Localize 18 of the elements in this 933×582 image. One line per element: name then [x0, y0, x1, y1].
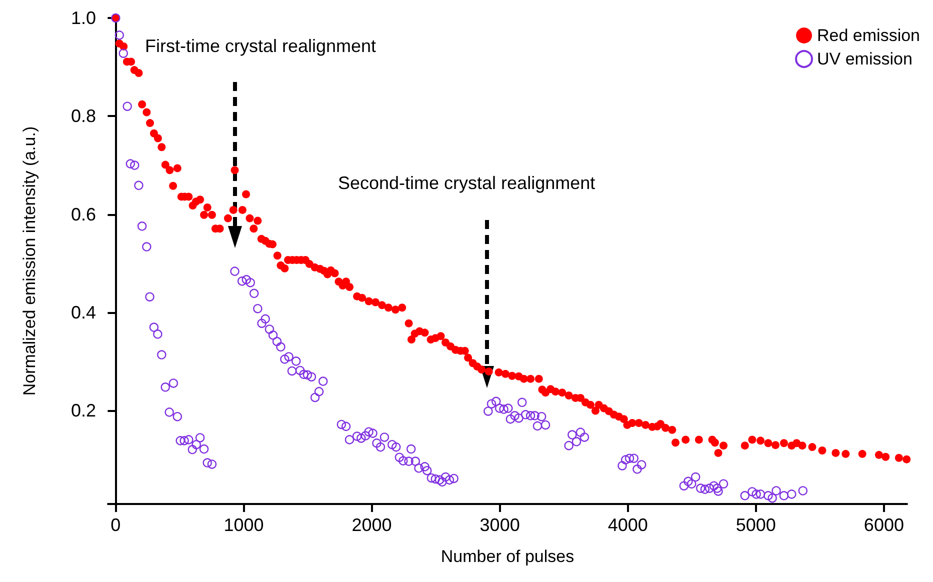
y-tick-label: 0.4: [70, 302, 96, 323]
x-tick-label: 0: [110, 515, 121, 535]
x-tick-label: 2000: [352, 515, 392, 535]
y-axis-title: Normalized emission intensity (a.u.): [20, 126, 39, 396]
y-tick-label: 1.0: [70, 8, 96, 28]
annotation: Second-time crystal realignment: [338, 173, 596, 193]
y-tick-label: 0.8: [70, 106, 96, 126]
y-tick-label: 0.6: [70, 204, 96, 224]
annotation: First-time crystal realignment: [145, 36, 376, 56]
x-tick-label: 3000: [480, 515, 520, 535]
y-tick-label: 0.2: [70, 400, 96, 421]
legend-label: UV emission: [817, 50, 912, 68]
x-tick-label: 5000: [736, 515, 776, 535]
x-tick-label: 4000: [608, 515, 648, 535]
x-axis-title: Number of pulses: [440, 547, 574, 566]
x-tick-label: 6000: [864, 515, 904, 535]
legend-label: Red emission: [817, 26, 920, 45]
x-tick-label: 1000: [224, 515, 264, 535]
